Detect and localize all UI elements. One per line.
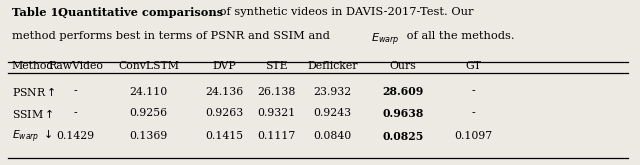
Text: DVP: DVP (212, 61, 236, 71)
Text: of all the methods.: of all the methods. (403, 31, 515, 41)
Text: ConvLSTM: ConvLSTM (118, 61, 179, 71)
Text: 0.9256: 0.9256 (129, 108, 168, 118)
Text: -: - (472, 87, 476, 97)
Text: 28.609: 28.609 (383, 86, 424, 97)
Text: 24.110: 24.110 (129, 87, 168, 97)
Text: STE: STE (265, 61, 288, 71)
Text: -: - (74, 87, 77, 97)
Text: Quantitative comparisons: Quantitative comparisons (58, 7, 223, 18)
Text: -: - (74, 108, 77, 118)
Text: 0.9321: 0.9321 (257, 108, 296, 118)
Text: 0.1117: 0.1117 (257, 131, 296, 141)
Text: 0.9638: 0.9638 (383, 108, 424, 118)
Text: Ours: Ours (390, 61, 417, 71)
Text: 0.1429: 0.1429 (56, 131, 95, 141)
Text: 0.0825: 0.0825 (383, 131, 424, 142)
Text: 0.0840: 0.0840 (314, 131, 352, 141)
Text: method performs best in terms of PSNR and SSIM and: method performs best in terms of PSNR an… (12, 31, 333, 41)
Text: 26.138: 26.138 (257, 87, 296, 97)
Text: -: - (472, 108, 476, 118)
Text: of synthetic videos in DAVIS-2017-Test. Our: of synthetic videos in DAVIS-2017-Test. … (216, 7, 474, 17)
Text: RawVideo: RawVideo (48, 61, 103, 71)
Text: 0.9263: 0.9263 (205, 108, 243, 118)
Text: GT: GT (466, 61, 482, 71)
Text: 0.1369: 0.1369 (129, 131, 168, 141)
Text: 24.136: 24.136 (205, 87, 243, 97)
Text: SSIM$\uparrow$: SSIM$\uparrow$ (12, 107, 53, 119)
Text: Deflicker: Deflicker (308, 61, 358, 71)
Text: 0.1097: 0.1097 (454, 131, 493, 141)
Text: $E_{warp}$: $E_{warp}$ (371, 31, 399, 48)
Text: 0.1415: 0.1415 (205, 131, 243, 141)
Text: Table 1:: Table 1: (12, 7, 66, 18)
Text: $E_{warp}$ $\downarrow$: $E_{warp}$ $\downarrow$ (12, 127, 52, 145)
Text: 0.9243: 0.9243 (314, 108, 352, 118)
Text: PSNR$\uparrow$: PSNR$\uparrow$ (12, 85, 55, 98)
Text: 23.932: 23.932 (314, 87, 352, 97)
Text: Method: Method (12, 61, 54, 71)
